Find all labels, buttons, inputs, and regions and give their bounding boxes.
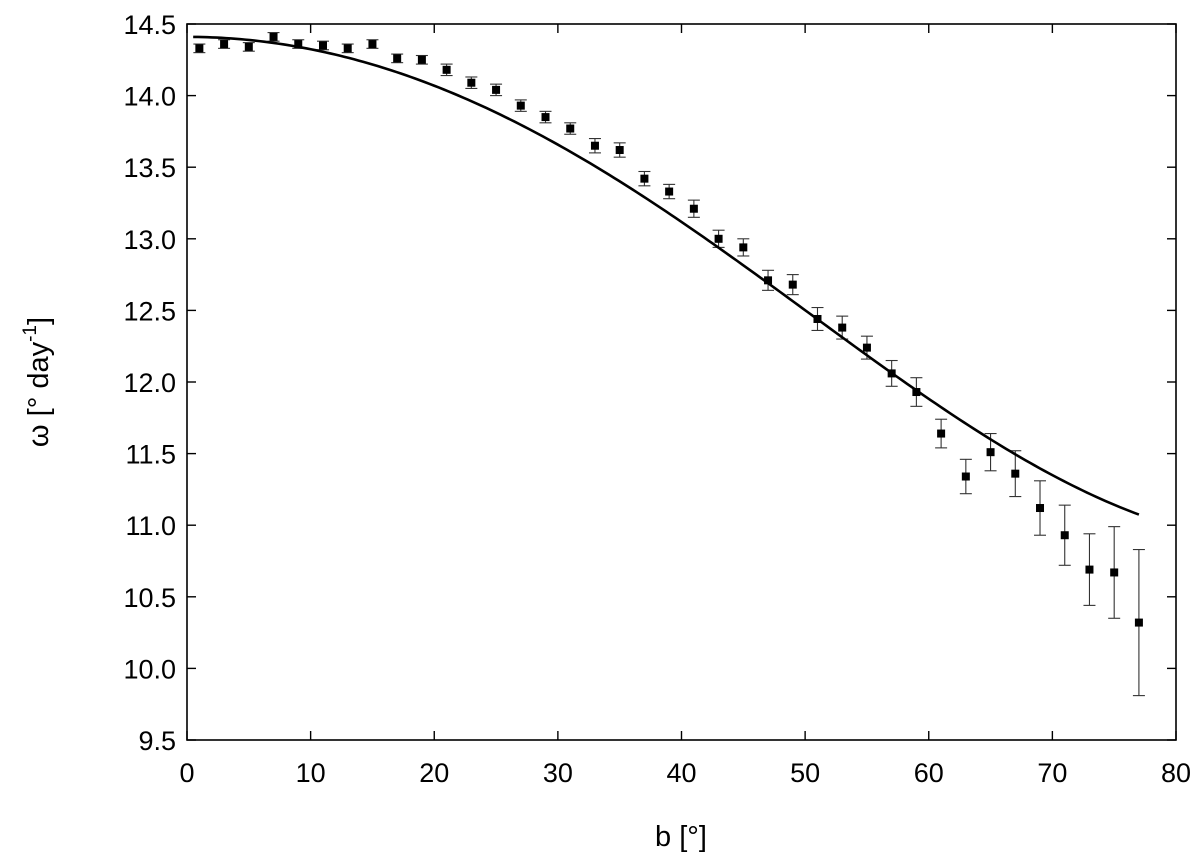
data-point bbox=[220, 40, 229, 49]
data-point bbox=[318, 41, 327, 50]
data-point bbox=[961, 472, 970, 481]
data-point bbox=[244, 42, 253, 51]
data-point bbox=[615, 146, 624, 155]
data-point bbox=[1134, 618, 1143, 627]
data-point bbox=[516, 101, 525, 110]
data-point bbox=[887, 369, 896, 378]
data-point bbox=[1110, 568, 1119, 577]
y-tick-label: 14.0 bbox=[123, 82, 176, 112]
y-axis-label-main: ω [° day bbox=[23, 341, 55, 447]
y-axis-label-superscript: -1 bbox=[20, 325, 41, 342]
data-point bbox=[417, 55, 426, 64]
data-point bbox=[912, 388, 921, 397]
data-point bbox=[492, 85, 501, 94]
data-points bbox=[195, 32, 1143, 627]
y-tick-label: 12.0 bbox=[123, 368, 176, 398]
x-tick-label: 20 bbox=[419, 758, 449, 788]
data-point bbox=[269, 32, 278, 41]
x-axis-ticks: 0 10 20 30 40 50 60 70 80 bbox=[179, 24, 1191, 788]
data-point bbox=[195, 44, 204, 53]
y-tick-label: 11.5 bbox=[125, 440, 176, 470]
y-axis-label-close: ] bbox=[23, 317, 55, 325]
data-point bbox=[442, 65, 451, 74]
data-point bbox=[689, 204, 698, 213]
data-point bbox=[986, 448, 995, 457]
data-point bbox=[714, 234, 723, 243]
x-tick-label: 80 bbox=[1161, 758, 1191, 788]
fit-curve bbox=[193, 35, 1140, 516]
x-tick-label: 60 bbox=[914, 758, 944, 788]
data-point bbox=[1036, 504, 1045, 513]
y-tick-label: 10.5 bbox=[123, 583, 176, 613]
data-point bbox=[368, 40, 377, 49]
y-tick-label: 9.5 bbox=[138, 726, 176, 756]
y-tick-label: 13.0 bbox=[123, 225, 176, 255]
y-tick-label: 13.5 bbox=[123, 153, 176, 183]
data-point bbox=[937, 429, 946, 438]
data-point bbox=[1060, 531, 1069, 540]
x-axis-label: b [°] bbox=[655, 821, 707, 853]
data-point bbox=[640, 174, 649, 183]
data-point bbox=[764, 276, 773, 285]
x-tick-label: 0 bbox=[179, 758, 194, 788]
y-axis-ticks: 9.5 10.0 10.5 11.0 11.5 12.0 12.5 13.0 13.5 14.0 1… bbox=[123, 10, 1176, 756]
data-point bbox=[862, 343, 871, 352]
data-point bbox=[343, 44, 352, 53]
x-tick-label: 40 bbox=[666, 758, 696, 788]
data-point bbox=[467, 78, 476, 87]
y-tick-label: 12.5 bbox=[123, 296, 176, 326]
plot-frame bbox=[186, 23, 1177, 741]
data-point bbox=[590, 141, 599, 150]
y-tick-label: 11.0 bbox=[125, 511, 176, 541]
data-point bbox=[739, 243, 748, 252]
x-tick-label: 50 bbox=[790, 758, 820, 788]
y-tick-label: 10.0 bbox=[123, 654, 176, 684]
error-bars bbox=[193, 32, 1145, 697]
x-tick-label: 10 bbox=[296, 758, 326, 788]
data-point bbox=[813, 314, 822, 323]
data-point bbox=[393, 54, 402, 63]
data-point bbox=[1085, 565, 1094, 574]
y-axis-label: ω [° day-1] bbox=[20, 317, 55, 447]
data-point bbox=[665, 187, 674, 196]
x-tick-label: 30 bbox=[543, 758, 573, 788]
y-tick-label: 14.5 bbox=[123, 10, 176, 40]
x-tick-label: 70 bbox=[1037, 758, 1067, 788]
data-point bbox=[788, 280, 797, 289]
data-point bbox=[541, 113, 550, 122]
data-point bbox=[294, 40, 303, 49]
data-point bbox=[566, 124, 575, 133]
data-point bbox=[838, 323, 847, 332]
data-point bbox=[1011, 469, 1020, 478]
